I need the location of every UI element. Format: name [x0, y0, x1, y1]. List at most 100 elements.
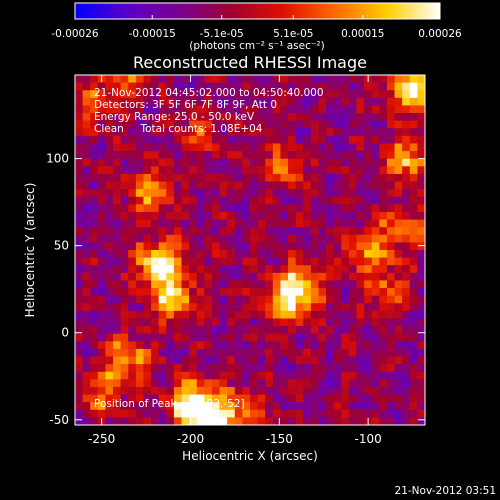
- heatmap-cell: [250, 82, 258, 91]
- heatmap-cell: [135, 204, 144, 213]
- heatmap-cell: [189, 364, 198, 373]
- heatmap-cell: [227, 280, 236, 289]
- heatmap-cell: [128, 341, 137, 350]
- heatmap-cell: [135, 280, 144, 289]
- heatmap-cell: [295, 379, 304, 388]
- heatmap-cell: [120, 151, 129, 159]
- heatmap-cell: [250, 204, 258, 213]
- heatmap-cell: [295, 272, 304, 281]
- heatmap-cell: [348, 234, 357, 243]
- heatmap-cell: [90, 135, 99, 144]
- heatmap-cell: [105, 158, 114, 167]
- heatmap-cell: [189, 120, 198, 129]
- heatmap-cell: [242, 386, 251, 395]
- heatmap-cell: [288, 257, 296, 266]
- heatmap-cell: [219, 128, 228, 137]
- heatmap-cell: [295, 204, 304, 213]
- heatmap-cell: [265, 371, 274, 380]
- heatmap-cell: [135, 158, 144, 167]
- heatmap-cell: [143, 394, 152, 403]
- heatmap-cell: [97, 348, 106, 357]
- heatmap-cell: [219, 295, 228, 304]
- heatmap-cell: [189, 189, 198, 198]
- heatmap-cell: [272, 265, 281, 274]
- heatmap-cell: [211, 257, 220, 266]
- heatmap-cell: [386, 364, 395, 373]
- heatmap-cell: [82, 166, 91, 175]
- heatmap-cell: [120, 326, 129, 334]
- heatmap-cell: [303, 143, 312, 152]
- heatmap-cell: [196, 318, 205, 327]
- heatmap-cell: [166, 158, 175, 167]
- heatmap-cell: [250, 356, 258, 365]
- heatmap-cell: [280, 173, 289, 182]
- heatmap-cell: [227, 82, 236, 91]
- heatmap-cell: [409, 204, 418, 213]
- heatmap-cell: [265, 151, 274, 159]
- heatmap-cell: [189, 371, 198, 380]
- heatmap-cell: [394, 97, 403, 106]
- heatmap-cell: [379, 402, 388, 411]
- heatmap-cell: [257, 265, 266, 274]
- heatmap-cell: [333, 409, 342, 418]
- heatmap-cell: [371, 173, 380, 182]
- heatmap-cell: [257, 341, 266, 350]
- heatmap-cell: [386, 189, 395, 198]
- heatmap-cell: [128, 204, 137, 213]
- heatmap-cell: [379, 348, 388, 357]
- heatmap-cell: [227, 105, 236, 114]
- x-tick-label: -250: [88, 432, 115, 446]
- heatmap-cell: [272, 348, 281, 357]
- heatmap-cell: [303, 265, 312, 274]
- heatmap-cell: [128, 303, 137, 312]
- heatmap-cell: [219, 318, 228, 327]
- heatmap-cell: [204, 280, 213, 289]
- heatmap-cell: [409, 394, 418, 403]
- heatmap-cell: [409, 326, 418, 334]
- heatmap-cell: [341, 204, 350, 213]
- heatmap-cell: [135, 364, 144, 373]
- heatmap-cell: [90, 295, 99, 304]
- heatmap-cell: [386, 348, 395, 357]
- heatmap-cell: [196, 394, 205, 403]
- heatmap-cell: [166, 120, 175, 129]
- heatmap-cell: [105, 135, 114, 144]
- heatmap-cell: [113, 97, 121, 106]
- heatmap-cell: [90, 105, 99, 114]
- heatmap-cell: [75, 326, 83, 334]
- heatmap-cell: [97, 90, 106, 99]
- heatmap-cell: [120, 295, 129, 304]
- heatmap-cell: [181, 341, 190, 350]
- heatmap-cell: [90, 257, 99, 266]
- heatmap-cell: [166, 272, 175, 281]
- heatmap-cell: [189, 310, 198, 319]
- heatmap-cell: [128, 75, 137, 83]
- heatmap-cell: [394, 166, 403, 175]
- heatmap-cell: [204, 227, 213, 236]
- heatmap-cell: [341, 105, 350, 114]
- heatmap-cell: [257, 242, 266, 251]
- heatmap-cell: [371, 257, 380, 266]
- heatmap-cell: [257, 409, 266, 418]
- heatmap-cell: [211, 402, 220, 411]
- heatmap-cell: [82, 348, 91, 357]
- heatmap-cell: [371, 341, 380, 350]
- heatmap-cell: [227, 189, 236, 198]
- heatmap-cell: [120, 409, 129, 418]
- heatmap-cell: [250, 128, 258, 137]
- heatmap-cell: [409, 318, 418, 327]
- heatmap-cell: [288, 402, 296, 411]
- heatmap-cell: [341, 189, 350, 198]
- heatmap-cell: [113, 257, 121, 266]
- heatmap-cell: [158, 196, 167, 205]
- heatmap-cell: [326, 97, 334, 106]
- heatmap-cell: [151, 394, 159, 403]
- heatmap-cell: [364, 386, 373, 395]
- heatmap-cell: [272, 234, 281, 243]
- heatmap-cell: [326, 303, 334, 312]
- heatmap-cell: [196, 371, 205, 380]
- heatmap-cell: [82, 341, 91, 350]
- heatmap-cell: [280, 135, 289, 144]
- heatmap-cell: [166, 151, 175, 159]
- heatmap-cell: [379, 409, 388, 418]
